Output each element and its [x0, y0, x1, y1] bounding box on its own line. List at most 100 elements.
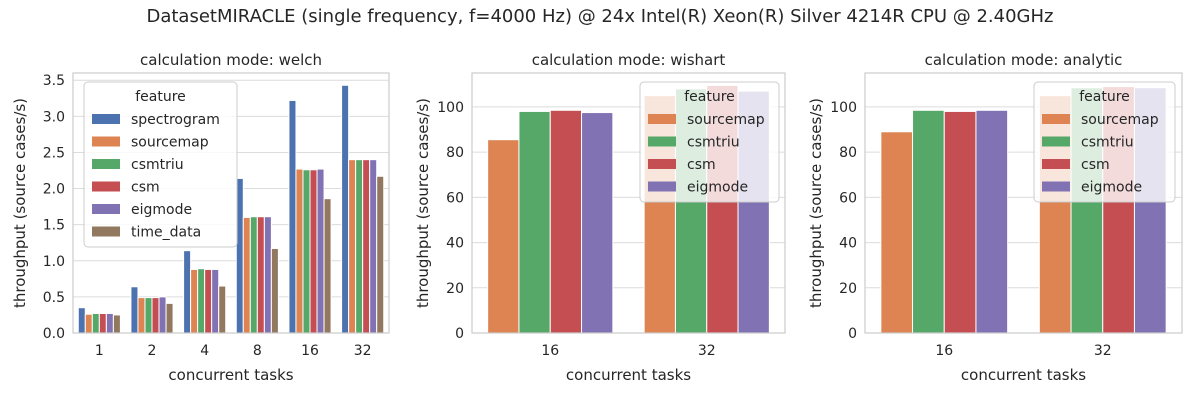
legend-box	[83, 81, 238, 248]
bar-csm	[362, 159, 371, 334]
bar-time_data	[270, 248, 279, 334]
legend-swatch-csmtriu	[648, 136, 676, 147]
x-tick-label: 32	[1094, 343, 1112, 359]
bar-sourcemap	[190, 268, 199, 334]
legend-title: feature	[684, 89, 735, 105]
bar-eigmode	[105, 313, 114, 334]
bar-time_data	[112, 314, 121, 334]
y-tick-label: 3.5	[43, 73, 65, 89]
bar-csmtriu	[249, 216, 258, 334]
legend-label-csm: csm	[1081, 157, 1110, 173]
plot-frame	[864, 72, 1183, 334]
panel-title: calculation mode: wishart	[532, 51, 726, 69]
bar-eigmode	[316, 168, 325, 334]
legend-label-csmtriu: csmtriu	[687, 135, 740, 151]
figure-title: DatasetMIRACLE (single frequency, f=4000…	[146, 6, 1053, 27]
y-tick-label: 100	[830, 100, 857, 116]
bar-csmtriu	[91, 313, 100, 334]
bar-csm	[549, 109, 583, 334]
legend-swatch-csm	[648, 159, 676, 169]
bar-spectrogram	[183, 250, 192, 334]
bar-csmtriu	[355, 159, 364, 334]
bar-csmtriu	[144, 297, 153, 334]
x-axis-label: concurrent tasks	[566, 366, 691, 384]
legend: feature sourcemap csmtriu csm eigmode	[1033, 81, 1176, 203]
y-tick-label: 0	[455, 326, 464, 342]
bar-spectrogram	[130, 286, 139, 334]
y-tick-label: 0.5	[43, 290, 65, 306]
legend-swatch-eigmode	[92, 204, 120, 214]
x-tick-label: 1	[95, 343, 104, 359]
bar-sourcemap	[84, 313, 93, 334]
y-axis-label: throughput (source cases/s)	[11, 98, 29, 308]
legend-swatch-time_data	[92, 226, 120, 237]
legend: feature spectrogram sourcemap csmtriu csm eig…	[83, 81, 238, 248]
y-tick-label: 2.0	[43, 182, 65, 198]
y-tick-label: 40	[446, 236, 464, 252]
y-tick-label: 60	[446, 190, 464, 206]
legend-label-csm: csm	[131, 180, 160, 196]
bar-spectrogram	[77, 307, 86, 334]
bar-csmtriu	[518, 110, 551, 334]
bar-eigmode	[158, 296, 167, 334]
chart-panel-1: 0.0 0.5 1.0 1.5 2.0 2.5 3.0 3.5 1 2 4 8 16 32 concurre…	[11, 51, 390, 384]
bar-csm	[98, 313, 107, 334]
bar-eigmode	[581, 112, 614, 334]
bar-sourcemap	[880, 131, 914, 334]
x-tick-label: 32	[354, 343, 372, 359]
chart-panel-3: 0 20 40 60 80 100 16 32 concurrent tasks throughp…	[807, 51, 1183, 384]
legend-title: feature	[1079, 89, 1130, 105]
y-tick-label: 20	[839, 281, 857, 297]
bar-csmtriu	[302, 169, 311, 334]
legend-title: feature	[135, 89, 186, 105]
legend-swatch-csmtriu	[92, 159, 120, 169]
legend-label-eigmode: eigmode	[1081, 180, 1142, 196]
bar-time_data	[376, 175, 385, 334]
bar-sourcemap	[242, 216, 251, 334]
bar-csm	[151, 297, 160, 334]
bar-csmtriu	[197, 268, 206, 334]
x-tick-label: 16	[935, 343, 953, 359]
legend-label-csmtriu: csmtriu	[131, 157, 184, 173]
y-tick-label: 80	[839, 145, 857, 161]
x-axis-label: concurrent tasks	[961, 366, 1086, 384]
plot-frame	[471, 72, 786, 334]
x-tick-label: 32	[698, 343, 716, 359]
legend-label-eigmode: eigmode	[687, 180, 748, 196]
y-axis-label: throughput (source cases/s)	[807, 98, 825, 308]
legend-swatch-sourcemap	[1042, 114, 1070, 124]
y-tick-label: 2.5	[43, 145, 65, 161]
legend-swatch-spectrogram	[92, 114, 120, 124]
chart-panel-2: 0 20 40 60 80 100 16 32 concurrent tasks throughp…	[414, 51, 786, 384]
x-tick-label: 4	[200, 343, 209, 359]
y-axis-label: throughput (source cases/s)	[414, 98, 432, 308]
bar-csm	[204, 268, 213, 334]
legend-swatch-eigmode	[648, 181, 676, 192]
legend-box	[1033, 81, 1176, 203]
bar-sourcemap	[137, 297, 146, 334]
bar-csm	[309, 169, 318, 334]
y-tick-label: 0.0	[43, 326, 65, 342]
legend-swatch-csm	[1042, 159, 1070, 169]
bar-csmtriu	[912, 109, 945, 334]
bar-sourcemap	[487, 139, 520, 334]
legend-swatch-csm	[92, 181, 120, 192]
legend-label-sourcemap: sourcemap	[687, 112, 765, 128]
bar-csm	[943, 110, 977, 334]
legend-swatch-sourcemap	[648, 114, 676, 124]
legend-swatch-csmtriu	[1042, 136, 1070, 147]
legend-swatch-sourcemap	[92, 136, 120, 147]
y-tick-label: 3.0	[43, 109, 65, 125]
y-tick-label: 20	[446, 281, 464, 297]
bar-time_data	[218, 285, 227, 334]
bar-time_data	[165, 302, 174, 334]
legend-swatch-eigmode	[1042, 181, 1070, 192]
y-tick-label: 100	[437, 100, 464, 116]
y-tick-label: 1.5	[43, 218, 65, 234]
bar-time_data	[323, 198, 332, 334]
x-tick-label: 2	[148, 343, 157, 359]
legend-label-time_data: time_data	[131, 225, 201, 241]
x-tick-label: 8	[253, 343, 262, 359]
x-axis-label: concurrent tasks	[168, 366, 293, 384]
